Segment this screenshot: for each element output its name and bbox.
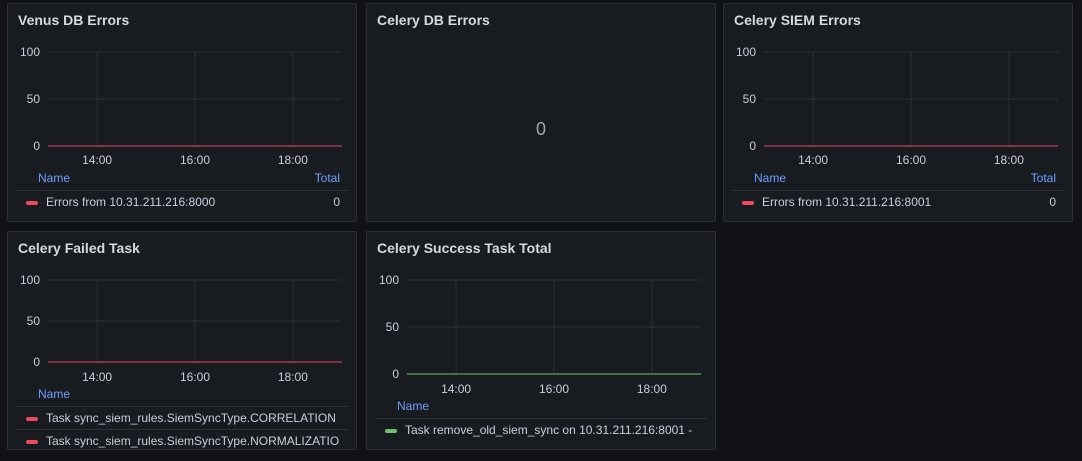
series-color-swatch — [742, 201, 754, 205]
y-tick-label: 100 — [20, 45, 40, 59]
x-tick-label: 18:00 — [278, 370, 308, 384]
panel-celery-failed-task: Celery Failed Task 0 50 100 14:00 16:00 18:00… — [7, 231, 357, 450]
y-tick-label: 100 — [379, 273, 399, 287]
y-tick-label: 50 — [743, 92, 757, 106]
legend-item-label[interactable]: Errors from 10.31.211.216:8000 — [46, 195, 216, 209]
legend-item[interactable]: Errors from 10.31.211.216:8001 0 — [732, 190, 1064, 213]
legend-item-label[interactable]: Task sync_siem_rules.SiemSyncType.NORMAL… — [46, 434, 340, 448]
y-tick-label: 100 — [20, 273, 40, 287]
legend-item-value: 0 — [1049, 195, 1056, 209]
legend-header-name[interactable]: Name — [397, 399, 430, 413]
series-color-swatch — [385, 429, 397, 433]
legend-header: Name Total — [8, 171, 356, 187]
legend-item[interactable]: Task sync_siem_rules.SiemSyncType.NORMAL… — [16, 429, 348, 449]
series-color-swatch — [26, 417, 38, 421]
legend-item[interactable]: Task remove_old_siem_sync on 10.31.211.2… — [375, 418, 707, 441]
panel-title[interactable]: Celery Success Task Total — [377, 240, 552, 256]
legend-header-name[interactable]: Name — [38, 171, 71, 185]
x-tick-label: 14:00 — [441, 382, 471, 396]
stat-value: 0 — [535, 119, 546, 139]
panel-celery-db-errors: Celery DB Errors 0 — [366, 3, 716, 222]
panel-celery-success-task-total: Celery Success Task Total 0 50 100 14:00 16:… — [366, 231, 716, 450]
x-tick-label: 16:00 — [896, 153, 926, 167]
panel-title[interactable]: Venus DB Errors — [18, 12, 130, 28]
panel-title[interactable]: Celery DB Errors — [377, 12, 490, 28]
y-tick-label: 100 — [736, 45, 756, 59]
x-tick-label: 18:00 — [278, 153, 308, 167]
series-color-swatch — [26, 201, 38, 205]
legend-header-total[interactable]: Total — [1030, 171, 1056, 185]
legend-header: Name Total — [724, 171, 1072, 187]
legend-header: Name — [8, 387, 356, 403]
y-tick-label: 0 — [33, 355, 40, 369]
panel-title[interactable]: Celery Failed Task — [18, 240, 140, 256]
legend-header-name[interactable]: Name — [38, 387, 71, 401]
y-tick-label: 0 — [392, 367, 399, 381]
x-tick-label: 18:00 — [994, 153, 1024, 167]
panel-venus-db-errors: Venus DB Errors 0 50 100 14:00 16:00 18:00 Na… — [7, 3, 357, 222]
legend-item-label[interactable]: Errors from 10.31.211.216:8001 — [762, 195, 932, 209]
legend-item[interactable]: Errors from 10.31.211.216:8000 0 — [16, 190, 348, 213]
panel-title[interactable]: Celery SIEM Errors — [734, 12, 861, 28]
x-tick-label: 16:00 — [180, 153, 210, 167]
x-tick-label: 14:00 — [82, 370, 112, 384]
x-tick-label: 14:00 — [82, 153, 112, 167]
legend-header-total[interactable]: Total — [314, 171, 340, 185]
legend-item-label[interactable]: Task remove_old_siem_sync on 10.31.211.2… — [405, 423, 693, 437]
y-tick-label: 50 — [27, 92, 41, 106]
x-tick-label: 16:00 — [539, 382, 569, 396]
legend-header-name[interactable]: Name — [754, 171, 787, 185]
y-tick-label: 0 — [33, 139, 40, 153]
timeseries-chart[interactable]: 0 50 100 14:00 16:00 18:00 — [8, 232, 357, 392]
y-tick-label: 0 — [749, 139, 756, 153]
timeseries-chart[interactable]: 0 50 100 14:00 16:00 18:00 — [724, 4, 1073, 174]
legend-item[interactable]: Task sync_siem_rules.SiemSyncType.CORREL… — [16, 406, 348, 429]
panel-celery-siem-errors: Celery SIEM Errors 0 50 100 14:00 16:00 18:00… — [723, 3, 1073, 222]
y-tick-label: 50 — [386, 320, 400, 334]
legend-item-value: 0 — [333, 195, 340, 209]
x-tick-label: 16:00 — [180, 370, 210, 384]
timeseries-chart[interactable]: 0 50 100 14:00 16:00 18:00 — [8, 4, 357, 174]
x-tick-label: 14:00 — [798, 153, 828, 167]
legend-header: Name — [367, 399, 715, 415]
series-color-swatch — [26, 440, 38, 444]
y-tick-label: 50 — [27, 314, 41, 328]
timeseries-chart[interactable]: 0 50 100 14:00 16:00 18:00 — [367, 232, 716, 402]
x-tick-label: 18:00 — [637, 382, 667, 396]
legend-item-label[interactable]: Task sync_siem_rules.SiemSyncType.CORREL… — [46, 411, 336, 425]
